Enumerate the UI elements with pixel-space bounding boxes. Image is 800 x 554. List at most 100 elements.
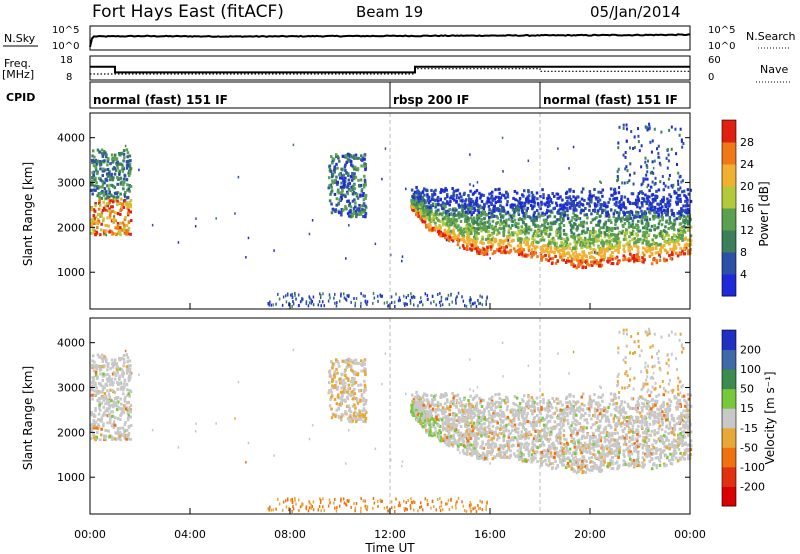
power-cell — [102, 200, 105, 204]
velocity-cell — [646, 401, 649, 405]
velocity-cell — [91, 380, 94, 384]
power-cell — [636, 227, 639, 231]
velocity-cell — [101, 384, 104, 388]
velocity-cell — [655, 446, 658, 450]
power-cell — [121, 228, 124, 232]
power-cell — [605, 247, 609, 251]
velocity-cell — [129, 390, 133, 394]
power-cell — [566, 244, 570, 248]
power-cell — [91, 192, 94, 196]
power-cell — [654, 236, 658, 240]
power-cell — [358, 203, 361, 207]
power-cell — [538, 215, 541, 219]
power-cell — [438, 300, 441, 304]
velocity-cell — [342, 384, 345, 388]
power-cell — [640, 165, 643, 169]
power-cell — [415, 205, 418, 209]
velocity-cell — [94, 407, 97, 411]
power-cell — [682, 214, 686, 218]
velocity-cell — [128, 406, 131, 410]
velocity-cell — [329, 374, 333, 378]
power-cell — [381, 294, 383, 298]
power-cell — [542, 196, 545, 200]
power-cell — [501, 215, 505, 219]
velocity-cell — [333, 370, 336, 374]
power-cell — [103, 190, 106, 194]
power-cell — [659, 231, 662, 235]
power-cell — [478, 302, 480, 306]
power-cell — [468, 210, 472, 214]
power-cell — [588, 194, 591, 198]
power-cell — [564, 260, 568, 264]
power-colorbar-swatch — [722, 164, 736, 187]
power-cell — [123, 156, 126, 160]
power-cell — [100, 148, 104, 152]
power-cell — [113, 172, 117, 176]
power-cell — [514, 225, 518, 229]
velocity-cell — [123, 404, 126, 408]
power-cell — [608, 247, 611, 251]
power-cell — [575, 203, 579, 207]
velocity-cell — [123, 423, 127, 427]
velocity-cell — [351, 369, 354, 373]
power-cell — [116, 166, 119, 170]
velocity-cell — [328, 373, 332, 377]
power-cell — [579, 243, 582, 247]
power-cell — [554, 261, 558, 265]
power-cell — [544, 232, 548, 236]
power-cell — [509, 244, 512, 248]
power-cell — [595, 262, 598, 266]
power-cell — [654, 196, 657, 200]
velocity-cell — [499, 409, 502, 413]
power-cell — [495, 207, 499, 211]
velocity-cell — [661, 438, 664, 442]
power-cell — [592, 247, 595, 251]
velocity-cell — [665, 463, 668, 467]
velocity-cell — [111, 372, 115, 376]
velocity-cell — [686, 443, 690, 447]
power-cell — [552, 220, 556, 224]
power-cell — [486, 196, 490, 200]
power-cell — [461, 203, 464, 207]
power-cell — [580, 256, 584, 260]
velocity-cell — [118, 374, 121, 378]
velocity-cell — [491, 457, 495, 461]
power-cell — [126, 205, 130, 209]
power-cell — [456, 243, 460, 247]
power-cell — [670, 209, 673, 213]
power-cell — [560, 240, 563, 244]
velocity-cell — [102, 424, 105, 428]
power-cell — [127, 226, 131, 230]
power-cell — [111, 205, 114, 209]
velocity-cell — [583, 418, 586, 422]
power-cell — [476, 227, 479, 231]
power-cell — [469, 238, 473, 242]
power-cell — [682, 224, 686, 228]
power-cell — [597, 209, 600, 213]
power-cell — [122, 187, 125, 191]
power-cell — [581, 243, 585, 247]
power-cell — [676, 202, 679, 206]
power-cell — [452, 218, 456, 222]
power-cell — [642, 260, 645, 264]
velocity-cell — [630, 459, 634, 463]
velocity-cell — [126, 356, 130, 360]
power-cell — [649, 185, 653, 189]
power-cell — [464, 198, 468, 202]
power-cell — [458, 212, 462, 216]
power-cell — [667, 153, 670, 157]
power-cell — [433, 198, 436, 202]
power-cell — [448, 203, 451, 207]
power-cell — [126, 188, 129, 192]
power-cell — [653, 216, 656, 220]
velocity-cell — [341, 392, 344, 396]
power-cell — [632, 213, 634, 217]
power-cell — [511, 208, 515, 212]
power-cell — [500, 227, 503, 231]
power-cell — [360, 292, 362, 296]
power-cell — [560, 237, 563, 241]
power-cell — [555, 245, 558, 249]
nsky-series-line — [89, 33, 691, 48]
power-cell — [531, 250, 534, 254]
velocity-cell — [634, 447, 638, 451]
